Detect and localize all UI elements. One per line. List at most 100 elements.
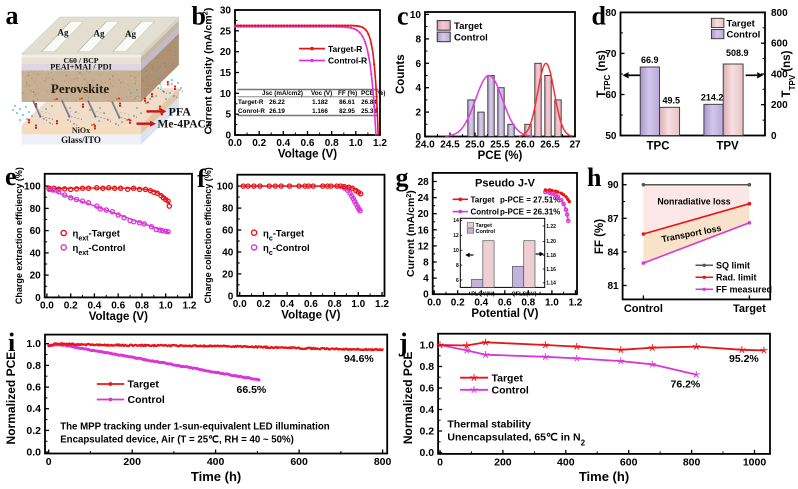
svg-text:400: 400	[557, 457, 575, 469]
svg-text:100: 100	[217, 182, 234, 193]
svg-text:16: 16	[418, 225, 430, 236]
svg-text:25: 25	[220, 26, 232, 37]
svg-text:5: 5	[225, 110, 231, 121]
svg-text:0.0: 0.0	[228, 138, 242, 149]
svg-text:800: 800	[683, 457, 701, 469]
svg-text:Target-R: Target-R	[238, 99, 264, 106]
svg-text:Encapsulated device, Air (T =: Encapsulated device, Air (T = 25℃, RH = …	[60, 435, 294, 446]
svg-text:26.19: 26.19	[269, 108, 285, 115]
svg-text:0.4: 0.4	[474, 298, 488, 309]
svg-text:81: 81	[607, 281, 619, 292]
svg-text:Normalized PCE: Normalized PCE	[401, 351, 415, 444]
svg-text:10: 10	[453, 248, 459, 254]
svg-text:Voltage (V): Voltage (V)	[89, 311, 148, 323]
svg-text:0.8: 0.8	[328, 299, 342, 310]
svg-text:0.0: 0.0	[427, 298, 441, 309]
svg-text:80: 80	[605, 8, 617, 19]
svg-text:80: 80	[222, 204, 234, 215]
svg-text:Target: Target	[454, 21, 483, 32]
svg-text:Me-4PACz: Me-4PACz	[158, 119, 211, 131]
svg-text:ηc-Control: ηc-Control	[263, 243, 310, 257]
svg-text:Current (mA/cm2): Current (mA/cm2)	[405, 190, 417, 277]
svg-text:87: 87	[607, 214, 619, 225]
svg-text:26.5: 26.5	[540, 140, 560, 151]
svg-text:0.4: 0.4	[26, 403, 41, 415]
svg-text:b: b	[192, 2, 206, 31]
svg-text:0.8: 0.8	[419, 361, 434, 373]
svg-text:0: 0	[225, 131, 231, 142]
svg-text:Conrol-R: Conrol-R	[238, 108, 265, 115]
svg-text:1.2: 1.2	[568, 298, 582, 309]
svg-text:Target: Target	[476, 223, 493, 229]
svg-text:82.95: 82.95	[339, 108, 355, 115]
svg-text:60: 60	[605, 90, 617, 101]
svg-text:FF (%): FF (%)	[594, 219, 606, 254]
svg-text:Voltage (V): Voltage (V)	[281, 310, 340, 322]
svg-text:The MPP tracking under 1-sun-e: The MPP tracking under 1-sun-equivalent …	[60, 422, 330, 433]
svg-text:Control: Control	[492, 384, 529, 396]
svg-text:28: 28	[418, 177, 430, 188]
svg-text:0.6: 0.6	[301, 138, 315, 149]
svg-text:24.0: 24.0	[415, 140, 435, 151]
svg-text:ηc-Target: ηc-Target	[263, 228, 305, 242]
svg-text:TPC: TPC	[647, 141, 670, 153]
svg-text:0.0: 0.0	[233, 299, 247, 310]
svg-text:0.2: 0.2	[26, 425, 41, 437]
svg-text:2: 2	[415, 108, 421, 119]
svg-text:h: h	[587, 163, 602, 192]
svg-text:24: 24	[418, 193, 430, 204]
svg-text:1.0: 1.0	[545, 298, 559, 309]
svg-text:0.8: 0.8	[26, 360, 41, 372]
svg-text:0: 0	[415, 132, 421, 143]
svg-text:g: g	[396, 163, 409, 192]
svg-text:Voc (V): Voc (V)	[311, 90, 332, 97]
svg-text:Jsc (mA/cm2): Jsc (mA/cm2)	[262, 90, 303, 97]
svg-text:Pseudo J-V: Pseudo J-V	[475, 178, 536, 190]
svg-text:1.0: 1.0	[419, 340, 434, 352]
svg-text:600: 600	[771, 39, 788, 50]
svg-text:10: 10	[220, 89, 232, 100]
svg-text:100: 100	[24, 182, 41, 193]
svg-text:Glass/ITO: Glass/ITO	[61, 135, 101, 145]
svg-text:Thermal stability: Thermal stability	[447, 419, 531, 431]
svg-text:Target: Target	[727, 18, 756, 29]
svg-text:Target: Target	[128, 379, 160, 391]
svg-text:0.0: 0.0	[40, 301, 54, 312]
svg-text:j: j	[398, 328, 408, 357]
svg-text:Charge extraction efficiency (: Charge extraction efficiency (%)	[14, 167, 24, 304]
svg-text:40: 40	[30, 248, 42, 259]
svg-text:14: 14	[453, 218, 459, 224]
svg-text:8: 8	[423, 258, 429, 269]
svg-text:PLQY(%): PLQY(%)	[471, 292, 495, 298]
svg-text:1.2: 1.2	[373, 138, 387, 149]
svg-text:a: a	[6, 1, 19, 30]
svg-text:12: 12	[453, 233, 459, 239]
svg-text:0.2: 0.2	[252, 138, 266, 149]
svg-text:400: 400	[207, 456, 225, 468]
svg-text:800: 800	[374, 456, 392, 468]
svg-text:86.61: 86.61	[339, 99, 355, 106]
svg-text:1.14: 1.14	[546, 281, 556, 287]
svg-text:76.2%: 76.2%	[671, 379, 701, 391]
svg-text:Control-R: Control-R	[328, 56, 367, 66]
svg-text:214.2: 214.2	[701, 92, 724, 102]
svg-text:0.4: 0.4	[280, 299, 294, 310]
svg-text:p-PCE = 26.31%: p-PCE = 26.31%	[500, 208, 560, 217]
svg-text:60: 60	[30, 226, 42, 237]
svg-text:600: 600	[290, 456, 308, 468]
svg-text:25.5: 25.5	[490, 140, 510, 151]
svg-text:Perovskite: Perovskite	[51, 81, 109, 96]
svg-text:Counts: Counts	[395, 54, 407, 94]
svg-text:Control: Control	[476, 229, 496, 235]
svg-text:1.0: 1.0	[351, 299, 365, 310]
svg-text:0.8: 0.8	[325, 138, 339, 149]
svg-text:0: 0	[771, 131, 777, 142]
svg-text:0.6: 0.6	[498, 298, 512, 309]
svg-text:1.22: 1.22	[546, 224, 556, 230]
svg-text:1.166: 1.166	[312, 108, 328, 115]
svg-text:25.0: 25.0	[465, 140, 485, 151]
svg-text:Ag: Ag	[94, 29, 105, 39]
svg-text:i: i	[8, 328, 15, 357]
svg-text:Time (h): Time (h)	[579, 469, 629, 484]
svg-text:SQ limit: SQ limit	[716, 261, 750, 271]
